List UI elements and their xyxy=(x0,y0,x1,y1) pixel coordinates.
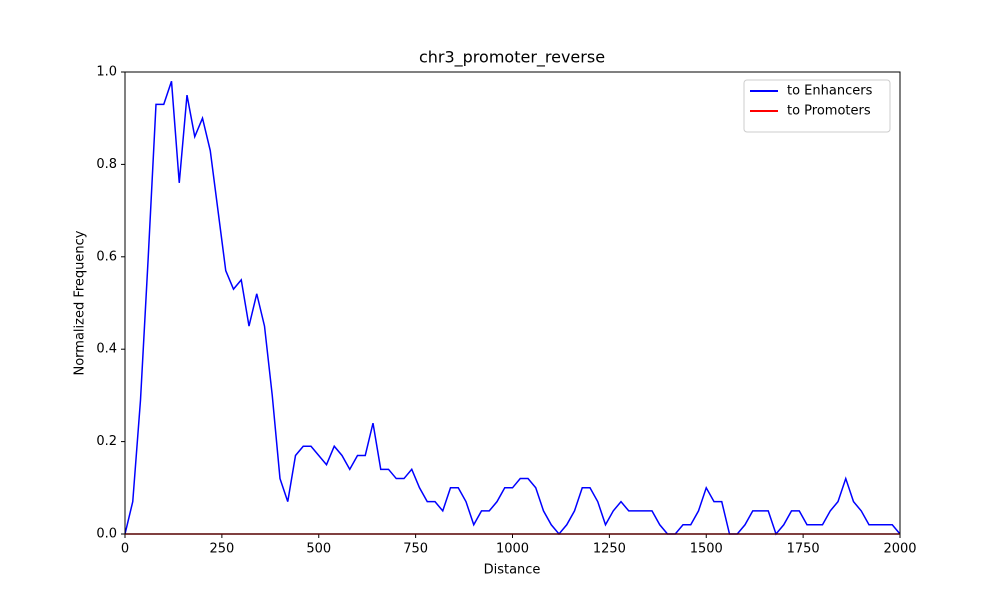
y-tick-label: 0.4 xyxy=(96,342,117,357)
y-tick-label: 0.6 xyxy=(96,249,117,264)
x-tick-label: 2000 xyxy=(883,542,916,557)
x-tick-label: 1000 xyxy=(496,542,529,557)
y-axis-label: Normalized Frequency xyxy=(73,230,88,375)
x-tick-label: 750 xyxy=(403,542,428,557)
plot-frame xyxy=(124,71,901,535)
x-tick-label: 1250 xyxy=(593,542,626,557)
legend-label: to Enhancers xyxy=(787,84,873,99)
x-tick-label: 1500 xyxy=(690,542,723,557)
x-tick-label: 250 xyxy=(209,542,234,557)
x-tick-label: 500 xyxy=(306,542,331,557)
y-tick-label: 0.0 xyxy=(96,527,117,542)
x-axis-label: Distance xyxy=(484,563,541,578)
y-tick-label: 0.8 xyxy=(96,157,117,172)
legend-box xyxy=(743,79,891,133)
x-tick-label: 1750 xyxy=(787,542,820,557)
data-line xyxy=(124,81,901,536)
y-tick-label: 1.0 xyxy=(96,65,117,80)
legend-label: to Promoters xyxy=(787,104,871,119)
chart-title: chr3_promoter_reverse xyxy=(419,48,605,68)
x-tick-label: 0 xyxy=(121,542,129,557)
y-tick-label: 0.2 xyxy=(96,434,117,449)
